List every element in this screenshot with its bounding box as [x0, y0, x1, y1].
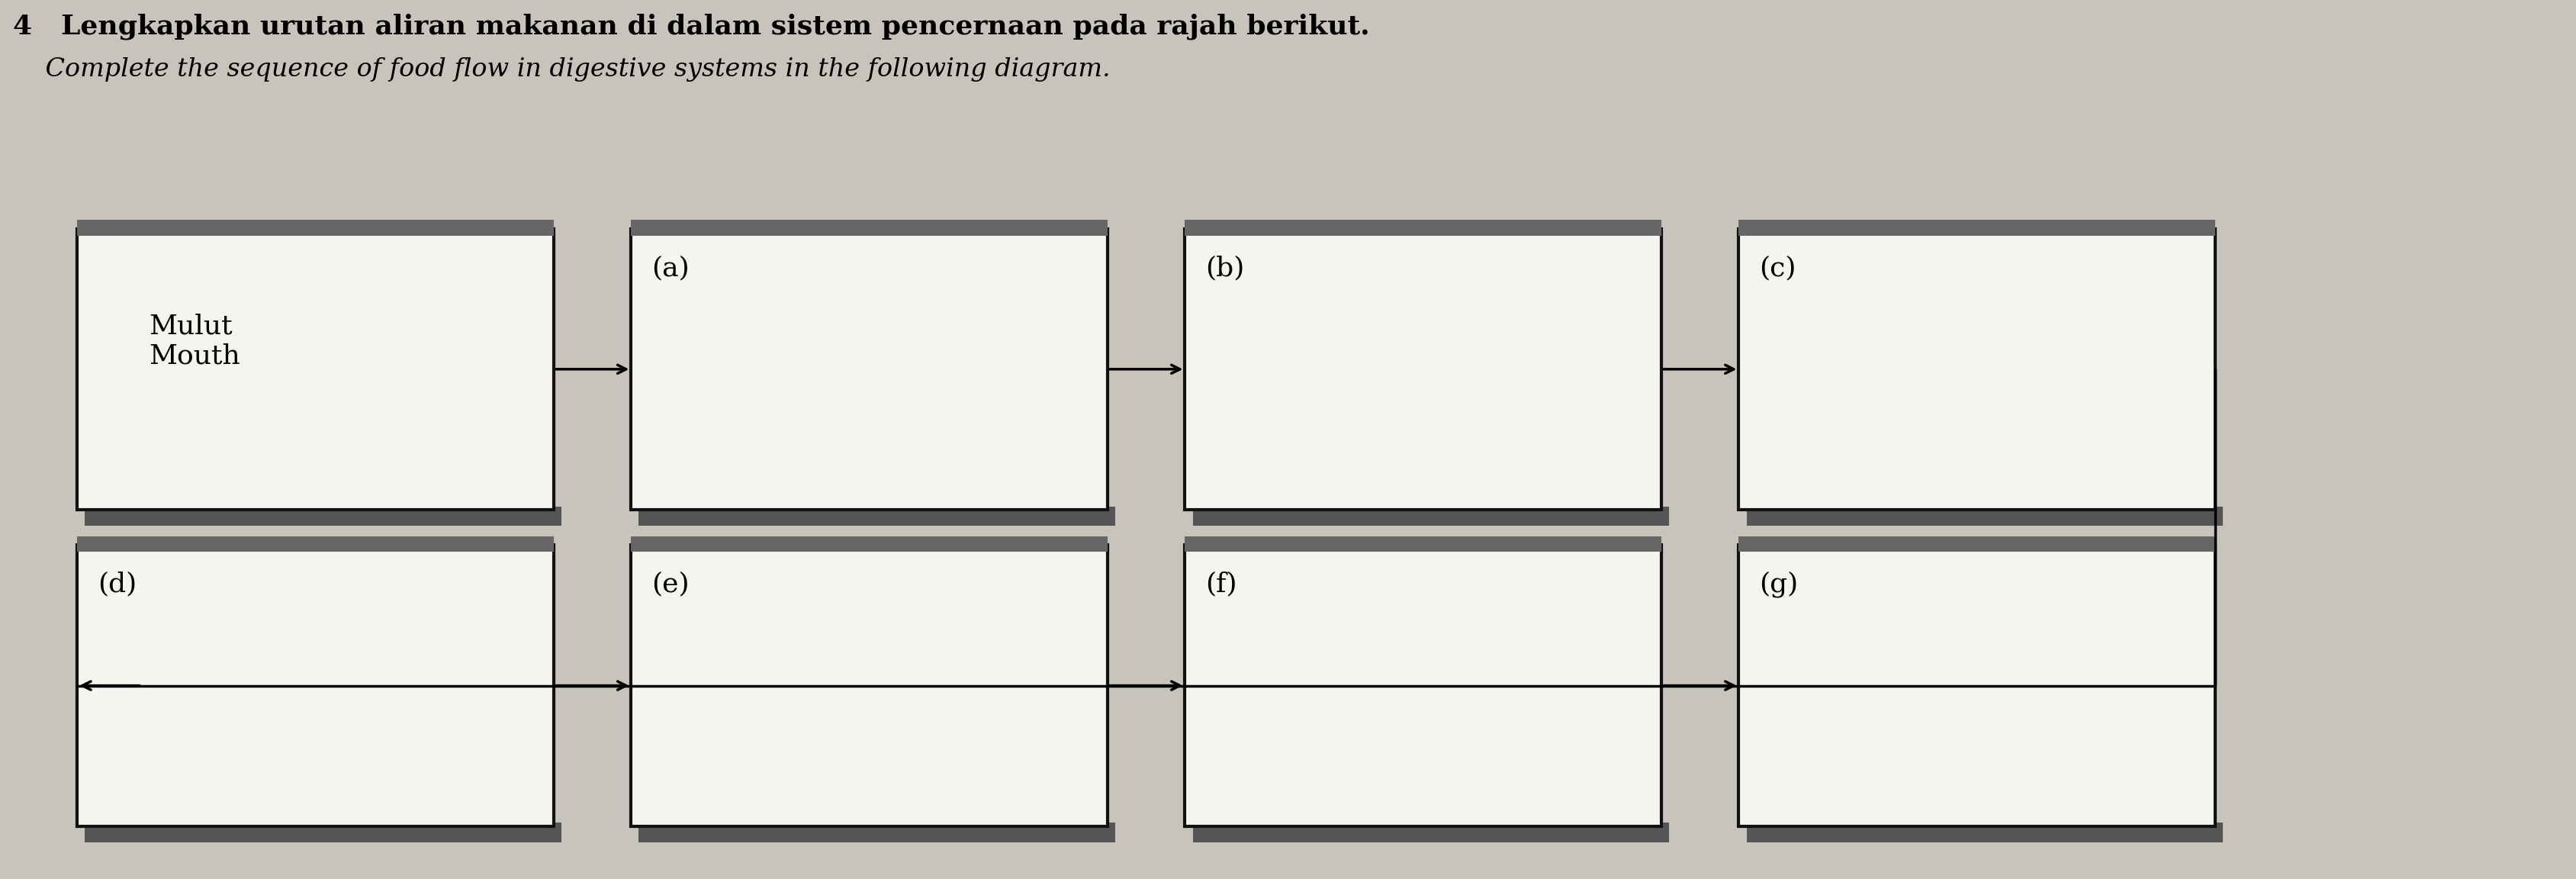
Bar [1185, 220, 1662, 236]
Bar [639, 823, 1115, 842]
Bar [1185, 229, 1662, 510]
Bar [77, 545, 554, 826]
Bar [1739, 229, 2215, 510]
Bar [85, 506, 562, 526]
Text: Mulut
Mouth: Mulut Mouth [149, 313, 240, 369]
Text: (c): (c) [1759, 255, 1795, 281]
Bar [1739, 220, 2215, 236]
Text: (b): (b) [1206, 255, 1244, 281]
Bar [1193, 506, 1669, 526]
Bar [1747, 823, 2223, 842]
Text: (g): (g) [1759, 571, 1798, 598]
Bar [1739, 545, 2215, 826]
Text: (f): (f) [1206, 571, 1236, 598]
Bar [77, 536, 554, 552]
Text: Complete the sequence of food flow in digestive systems in the following diagram: Complete the sequence of food flow in di… [13, 57, 1110, 82]
Bar [1747, 506, 2223, 526]
Bar [631, 545, 1108, 826]
Text: 4   Lengkapkan urutan aliran makanan di dalam sistem pencernaan pada rajah berik: 4 Lengkapkan urutan aliran makanan di da… [13, 13, 1370, 40]
Bar [631, 536, 1108, 552]
Bar [77, 229, 554, 510]
Bar [1185, 545, 1662, 826]
Bar [77, 220, 554, 236]
Bar [1185, 536, 1662, 552]
Text: (a): (a) [652, 255, 690, 281]
Bar [631, 220, 1108, 236]
Bar [639, 506, 1115, 526]
Text: (d): (d) [98, 571, 137, 598]
Text: (e): (e) [652, 571, 690, 598]
Bar [85, 823, 562, 842]
Bar [631, 229, 1108, 510]
Bar [1193, 823, 1669, 842]
Bar [1739, 536, 2215, 552]
